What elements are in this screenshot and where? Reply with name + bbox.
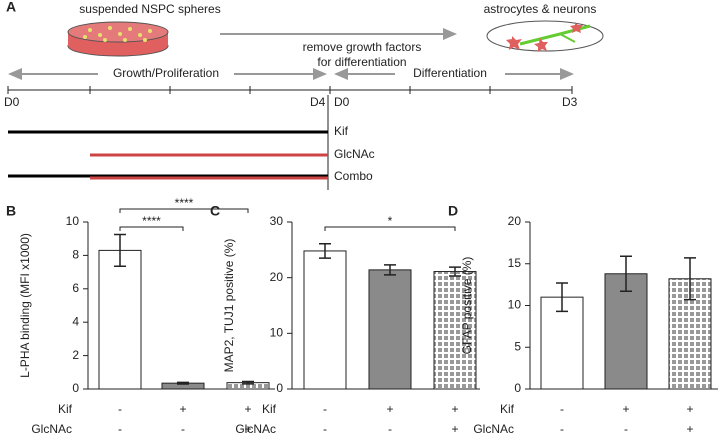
condition-name: GlcNAc <box>31 422 72 436</box>
bar <box>433 271 477 390</box>
error-bar <box>384 264 396 276</box>
y-axis-label: L-PHA binding (MFI x1000) <box>18 233 32 378</box>
y-axis-label: GFAP positive (%) <box>460 257 474 355</box>
y-tick-label: 2 <box>72 348 79 362</box>
condition-name: GlcNAc <box>473 422 514 436</box>
y-tick-label: 10 <box>270 326 284 340</box>
error-bar <box>114 233 126 268</box>
dish-spheres <box>67 21 169 57</box>
y-axis-label: MAP2, TUJ1 positive (%) <box>222 239 236 373</box>
bar <box>604 273 648 390</box>
day-label: D4 <box>310 95 326 109</box>
bar <box>98 249 142 390</box>
day-label: D3 <box>562 95 578 109</box>
y-tick-label: 8 <box>72 248 79 262</box>
y-tick-label: 0 <box>276 381 283 395</box>
significance-label: **** <box>142 214 161 228</box>
error-bar <box>556 282 568 313</box>
y-tick-label: 15 <box>508 256 522 270</box>
condition-value: - <box>388 422 392 436</box>
dish-cells <box>486 20 604 52</box>
panel-letter: A <box>6 0 16 15</box>
bar <box>540 296 584 390</box>
error-bar <box>620 255 632 293</box>
condition-value: - <box>181 422 185 436</box>
error-bar <box>242 380 254 385</box>
panel-letter: C <box>210 203 220 219</box>
significance-bracket <box>119 208 249 213</box>
timeline <box>7 86 573 94</box>
condition-value: + <box>179 402 186 416</box>
condition-value: - <box>560 402 564 416</box>
condition-name: Kif <box>500 402 515 416</box>
y-tick-label: 20 <box>508 214 522 228</box>
panel-letter: B <box>6 203 16 219</box>
phase-label: Differentiation <box>413 66 487 80</box>
y-tick-label: 5 <box>514 339 521 353</box>
treatment-label: GlcNAc <box>334 147 375 161</box>
condition-value: - <box>323 422 327 436</box>
caption: astrocytes & neurons <box>484 2 597 16</box>
significance-bracket <box>119 226 184 231</box>
y-tick-label: 0 <box>72 381 79 395</box>
condition-value: + <box>244 422 251 436</box>
condition-value: + <box>622 402 629 416</box>
error-bar <box>684 257 696 301</box>
condition-value: + <box>686 422 693 436</box>
condition-value: + <box>244 402 251 416</box>
condition-value: + <box>451 402 458 416</box>
condition-value: - <box>560 422 564 436</box>
caption: suspended NSPC spheres <box>79 2 220 16</box>
y-tick-label: 0 <box>514 381 521 395</box>
treatment-label: Kif <box>334 124 349 138</box>
condition-name: GlcNAc <box>235 422 276 436</box>
condition-value: - <box>118 402 122 416</box>
condition-value: - <box>323 402 327 416</box>
significance-label: * <box>388 214 393 228</box>
y-tick-label: 10 <box>508 298 522 312</box>
bar <box>368 269 412 390</box>
y-tick-label: 10 <box>66 214 80 228</box>
significance-bracket <box>324 226 456 231</box>
condition-value: - <box>624 422 628 436</box>
bar <box>303 250 347 390</box>
day-label: D0 <box>334 95 350 109</box>
transition-text: remove growth factors <box>303 40 422 54</box>
panel-letter: D <box>448 203 458 219</box>
significance-label: **** <box>175 196 194 210</box>
condition-value: + <box>686 402 693 416</box>
y-tick-label: 4 <box>72 314 79 328</box>
transition-text: for differentiation <box>317 55 406 69</box>
error-bar <box>319 242 331 259</box>
condition-name: Kif <box>262 402 277 416</box>
y-tick-label: 20 <box>270 270 284 284</box>
condition-value: + <box>451 422 458 436</box>
y-tick-label: 6 <box>72 281 79 295</box>
condition-value: + <box>386 402 393 416</box>
error-bar <box>177 381 189 385</box>
condition-value: - <box>118 422 122 436</box>
panel-a: A suspended NSPC spheres astrocytes & ne… <box>4 0 604 190</box>
condition-name: Kif <box>58 402 73 416</box>
treatment-label: Combo <box>334 169 373 183</box>
phase-label: Growth/Proliferation <box>113 66 219 80</box>
day-label: D0 <box>4 95 20 109</box>
y-tick-label: 30 <box>270 214 284 228</box>
error-bar <box>449 266 461 277</box>
